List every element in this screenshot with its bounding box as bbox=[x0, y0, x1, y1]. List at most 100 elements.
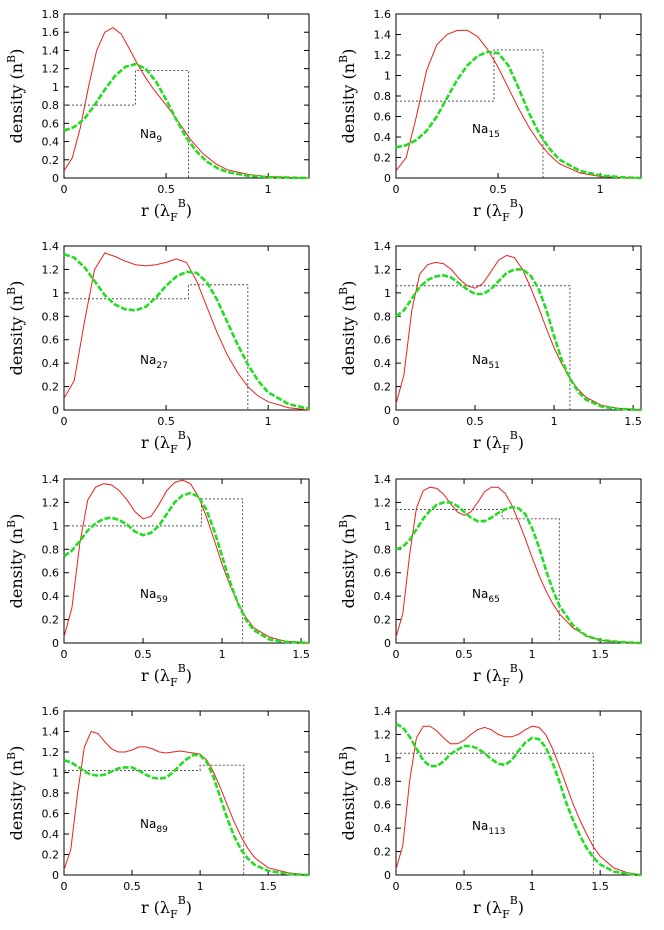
cluster-label: Na113 bbox=[472, 819, 506, 837]
cluster-label-base: Na bbox=[472, 122, 488, 136]
y-tick-label: 0 bbox=[384, 637, 391, 650]
y-tick-label: 1 bbox=[52, 767, 59, 780]
x-axis-label-sup: B bbox=[178, 662, 186, 675]
series-green-line bbox=[395, 722, 642, 877]
y-tick-label: 0 bbox=[52, 637, 59, 650]
plot-frame bbox=[395, 13, 642, 179]
y-tick-label: 1 bbox=[52, 81, 59, 94]
y-tick-label: 0.8 bbox=[42, 543, 60, 556]
y-tick-label: 0.6 bbox=[374, 334, 392, 347]
x-axis-label-main: r (λ bbox=[141, 433, 170, 452]
y-axis-label-close: ) bbox=[339, 514, 358, 520]
y-axis-label-main: density (n bbox=[339, 760, 358, 840]
x-axis-label: r (λFB) bbox=[141, 429, 192, 456]
y-tick-label: 0 bbox=[384, 404, 391, 417]
y-tick-label: 1.4 bbox=[374, 473, 392, 486]
y-axis-label-sup: B bbox=[337, 287, 350, 295]
y-axis-label-close: ) bbox=[339, 281, 358, 287]
y-tick-label: 0 bbox=[52, 172, 59, 185]
x-axis-label-main: r (λ bbox=[473, 433, 502, 452]
x-tick-label: 1 bbox=[551, 415, 558, 428]
y-axis-label: density (nB) bbox=[5, 514, 26, 609]
y-tick-label: 1.2 bbox=[42, 496, 60, 509]
x-axis-label-close: ) bbox=[518, 201, 524, 220]
y-tick-label: 0.4 bbox=[42, 357, 60, 370]
series-green-line bbox=[63, 252, 310, 411]
y-axis-label: density (nB) bbox=[5, 281, 26, 376]
x-tick-label: 0 bbox=[393, 415, 400, 428]
y-axis-label-close: ) bbox=[7, 746, 26, 752]
y-axis-label-close: ) bbox=[339, 746, 358, 752]
series-step-line bbox=[64, 70, 189, 178]
x-axis-label-main: r (λ bbox=[141, 201, 170, 220]
x-axis-label-main: r (λ bbox=[473, 898, 502, 917]
x-axis-label-close: ) bbox=[186, 666, 192, 685]
y-tick-label: 0.8 bbox=[42, 310, 60, 323]
x-axis-label-sup: B bbox=[510, 197, 518, 210]
y-tick-label: 1.2 bbox=[374, 263, 392, 276]
y-tick-label: 1.4 bbox=[374, 240, 392, 253]
y-tick-label: 0.6 bbox=[42, 808, 60, 821]
cluster-label-base: Na bbox=[140, 587, 156, 601]
x-tick-label: 1 bbox=[597, 183, 604, 196]
x-axis-label-sub: F bbox=[170, 908, 178, 921]
series-green-line bbox=[395, 268, 642, 412]
y-tick-label: 1.2 bbox=[42, 263, 60, 276]
cluster-label-base: Na bbox=[140, 127, 156, 141]
plot-frame bbox=[63, 710, 310, 876]
y-axis-label-main: density (n bbox=[7, 760, 26, 840]
x-axis-label-close: ) bbox=[186, 898, 192, 917]
panel-na113: 0 0.5 1 1.500.20.40.60.811.21.4r (λFB)densi… bbox=[337, 705, 642, 921]
cluster-label: Na27 bbox=[140, 353, 168, 371]
y-tick-label: 0.6 bbox=[374, 567, 392, 580]
y-tick-label: 0.6 bbox=[374, 111, 392, 124]
y-tick-label: 1.4 bbox=[42, 240, 60, 253]
y-tick-label: 0.8 bbox=[374, 310, 392, 323]
x-tick-label: 0 bbox=[61, 648, 68, 661]
panel-na9: 0 0.5 100.20.40.60.811.21.41.61.8r (λFB)de… bbox=[5, 8, 310, 224]
cluster-label: Na89 bbox=[140, 817, 168, 835]
y-tick-label: 0.2 bbox=[42, 614, 60, 627]
y-tick-label: 0.4 bbox=[374, 822, 392, 835]
y-axis-label-sup: B bbox=[337, 520, 350, 528]
x-axis-label-main: r (λ bbox=[141, 898, 170, 917]
y-tick-label: 1.4 bbox=[42, 726, 60, 739]
y-axis-label: density (nB) bbox=[5, 746, 26, 841]
series-step-line bbox=[396, 509, 560, 643]
y-tick-label: 0 bbox=[384, 869, 391, 882]
y-tick-label: 0.2 bbox=[374, 614, 392, 627]
y-tick-label: 0.2 bbox=[374, 846, 392, 859]
x-tick-label: 0 bbox=[61, 880, 68, 893]
y-tick-label: 1.6 bbox=[42, 26, 60, 39]
cluster-label: Na51 bbox=[472, 353, 500, 371]
y-tick-label: 1.2 bbox=[374, 49, 392, 62]
series-step-line bbox=[64, 284, 249, 410]
x-axis-label-sub: F bbox=[170, 676, 178, 689]
x-axis-label-close: ) bbox=[186, 201, 192, 220]
y-tick-label: 1.4 bbox=[374, 705, 392, 718]
y-tick-label: 1 bbox=[384, 752, 391, 765]
y-tick-label: 1.4 bbox=[374, 29, 392, 42]
plot-frame bbox=[395, 710, 642, 876]
x-axis-label-main: r (λ bbox=[473, 666, 502, 685]
y-tick-label: 0.4 bbox=[42, 590, 60, 603]
x-axis-label-sup: B bbox=[510, 429, 518, 442]
cluster-label-base: Na bbox=[472, 819, 488, 833]
x-tick-label: 1.5 bbox=[591, 880, 609, 893]
x-axis-label-sub: F bbox=[502, 908, 510, 921]
y-tick-label: 1.4 bbox=[42, 44, 60, 57]
x-axis-label: r (λFB) bbox=[473, 894, 524, 921]
x-tick-label: 1 bbox=[197, 880, 204, 893]
y-axis-label-main: density (n bbox=[7, 63, 26, 143]
y-tick-label: 0.4 bbox=[374, 357, 392, 370]
y-tick-label: 1 bbox=[384, 520, 391, 533]
y-tick-label: 1.6 bbox=[42, 705, 60, 718]
x-tick-label: 0.5 bbox=[157, 415, 175, 428]
x-axis-label-sub: F bbox=[502, 676, 510, 689]
y-tick-label: 0.6 bbox=[42, 334, 60, 347]
y-axis-label-sup: B bbox=[5, 520, 18, 528]
cluster-label-base: Na bbox=[472, 587, 488, 601]
y-tick-label: 0.2 bbox=[42, 381, 60, 394]
x-tick-label: 1 bbox=[529, 648, 536, 661]
cluster-label-sub: 15 bbox=[488, 130, 499, 140]
